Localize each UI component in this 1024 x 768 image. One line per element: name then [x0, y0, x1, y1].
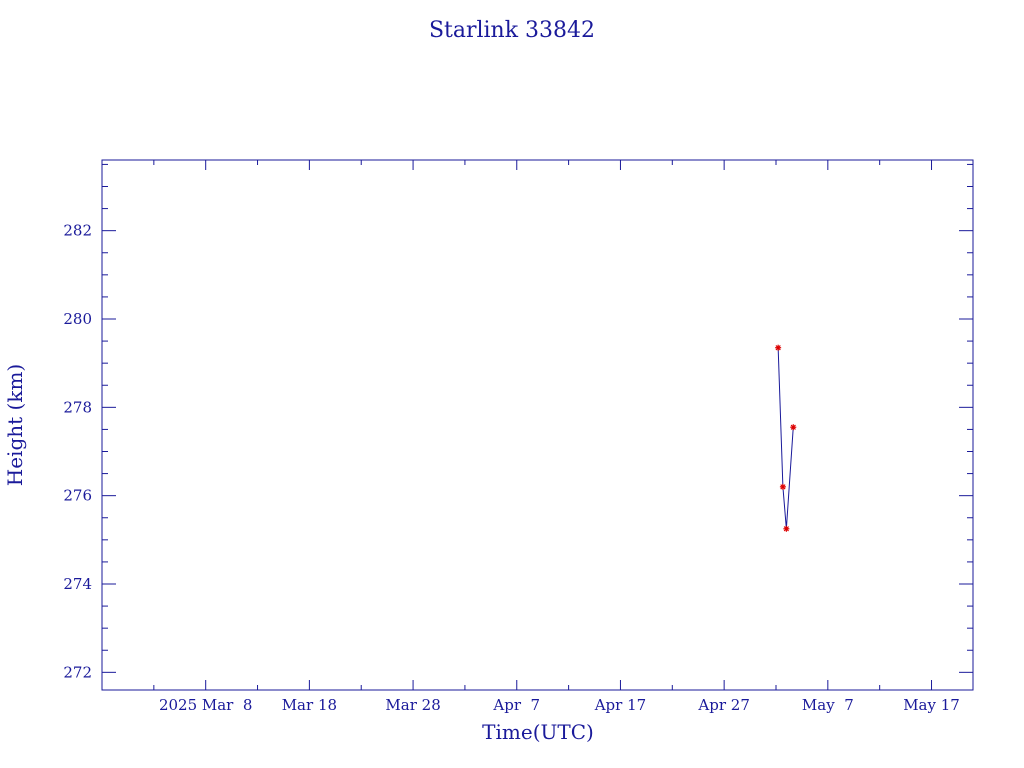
data-point [779, 483, 786, 490]
y-axis-label: Height (km) [3, 364, 27, 486]
chart-title: Starlink 33842 [429, 18, 595, 43]
x-tick-label: Apr 7 [492, 696, 540, 714]
x-tick-label: May 17 [903, 696, 960, 714]
y-tick-label: 276 [63, 487, 92, 505]
y-tick-label: 274 [63, 575, 92, 593]
data-point-marker-stroke [780, 484, 786, 490]
y-tick-label: 272 [63, 663, 92, 681]
data-point-marker-stroke [783, 526, 789, 532]
x-tick-label: May 7 [802, 696, 854, 714]
data-point [790, 424, 797, 431]
x-axis-label: Time(UTC) [482, 720, 594, 744]
plot-frame [101, 159, 974, 691]
data-point-marker-stroke [790, 424, 796, 430]
series-group [775, 344, 797, 532]
data-point [783, 525, 790, 532]
y-tick-label: 280 [63, 310, 92, 328]
data-point-marker-stroke [775, 345, 781, 351]
y-tick-label: 278 [63, 398, 92, 416]
y-tick-labels: 272 274 276 278 280 282 [63, 222, 92, 682]
y-tick-label: 282 [63, 222, 92, 240]
data-point [775, 344, 782, 351]
axis-ticks [102, 160, 973, 690]
x-tick-label: Apr 17 [594, 696, 646, 714]
x-tick-labels: 2025 Mar 8 Mar 18 Mar 28 Apr 7 Apr 17 Apr 27 M… [159, 696, 960, 714]
x-tick-label: 2025 Mar 8 [159, 696, 253, 714]
series-line [777, 347, 794, 529]
x-tick-label: Mar 18 [282, 696, 337, 714]
x-tick-label: Apr 27 [697, 696, 749, 714]
x-tick-label: Mar 28 [385, 696, 440, 714]
